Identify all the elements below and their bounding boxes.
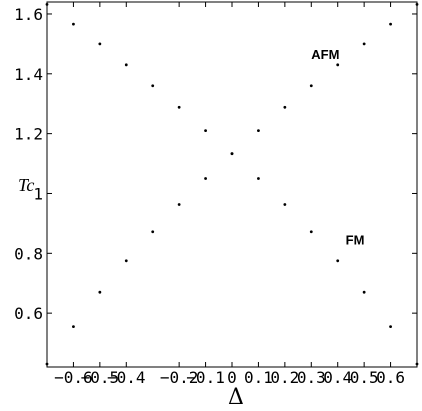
y-tick-label: 1.2 [14, 125, 43, 144]
afm-point [336, 63, 340, 67]
annotation-fm: FM [346, 232, 365, 247]
afm-point [124, 259, 128, 263]
x-tick-label: 0.6 [376, 368, 405, 387]
x-ticks: −0.6−0.5−0.4 −0.2−0.1 0 0.10.20.30.40.50.6 [54, 2, 405, 387]
afm-point [309, 84, 313, 88]
afm-point [362, 42, 366, 46]
afm-point [257, 129, 260, 133]
fm-point [151, 84, 155, 88]
afm-point [151, 230, 155, 234]
fm-point [362, 290, 366, 294]
y-tick-label: 1.6 [14, 5, 43, 24]
fm-point [204, 129, 207, 133]
x-tick-label: −0.5 [81, 368, 120, 387]
plot-frame [46, 1, 418, 368]
fm-point [415, 362, 419, 366]
afm-point [72, 325, 75, 329]
afm-point [45, 362, 49, 366]
fm-point [230, 152, 234, 156]
x-tick-label: 0.3 [297, 368, 326, 387]
data-points [45, 2, 419, 366]
y-tick-label: 0.8 [14, 244, 43, 263]
fm-point [389, 325, 392, 329]
x-tick-label: 0.4 [323, 368, 352, 387]
x-tick-label: −0.6 [54, 368, 93, 387]
afm-point [283, 105, 287, 109]
x-tick-label: 0.1 [244, 368, 273, 387]
x-axis-label: Δ [228, 385, 244, 410]
annotation-afm: AFM [311, 47, 339, 62]
fm-point [336, 259, 340, 263]
x-tick-label: −0.1 [186, 368, 225, 387]
y-tick-label: 1.4 [14, 65, 43, 84]
x-tick-label: −0.2 [160, 368, 199, 387]
afm-point [415, 2, 419, 6]
y-tick-label: 0.6 [14, 304, 43, 323]
y-tick-label: 1 [33, 184, 43, 203]
fm-point [257, 177, 260, 180]
fm-point [177, 105, 181, 109]
fm-point [45, 2, 49, 6]
y-axis-label: Tc [18, 175, 34, 195]
x-tick-label: −0.4 [107, 368, 146, 387]
afm-point [177, 203, 181, 206]
fm-point [124, 63, 128, 67]
afm-point [389, 22, 392, 26]
x-tick-label: 0 [227, 368, 237, 387]
y-ticks: 0.6 0.8 1 1.2 1.4 1.6 [14, 5, 417, 323]
fm-point [309, 230, 313, 234]
x-tick-label: 0.2 [270, 368, 299, 387]
x-tick-label: 0.5 [350, 368, 379, 387]
afm-point [98, 290, 102, 294]
fm-point [98, 42, 102, 46]
fm-point [72, 22, 75, 26]
afm-point [204, 177, 207, 180]
annotations: AFM FM [311, 47, 364, 247]
fm-point [283, 203, 287, 206]
axes [46, 1, 418, 368]
